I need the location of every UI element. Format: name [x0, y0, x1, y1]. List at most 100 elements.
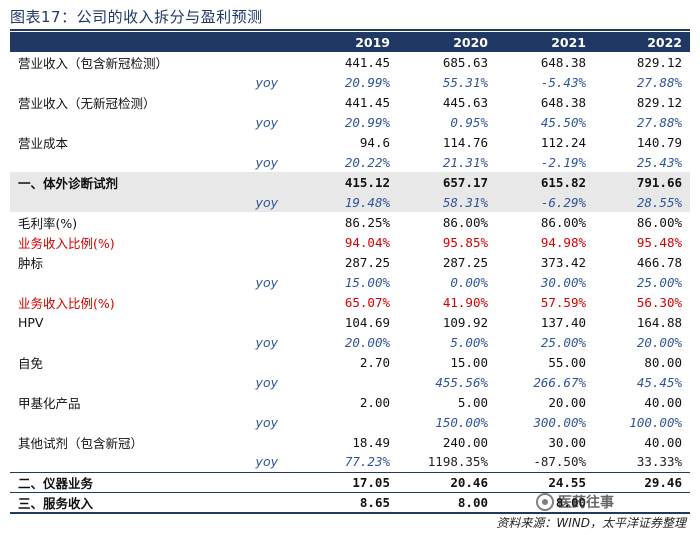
yoy-tag: yoy — [255, 114, 278, 130]
spacer-cell — [160, 52, 300, 72]
spacer-cell — [160, 352, 300, 372]
row-label — [10, 72, 160, 92]
table-header-row: 2019 2020 2021 2022 — [10, 32, 690, 52]
value-cell: 140.79 — [636, 134, 682, 150]
yoy-row: yoy 20.99% 0.95% 45.50% 27.88% — [10, 112, 690, 132]
yoy-row: yoy 77.23% 1198.35% -87.50% 33.33% — [10, 452, 690, 472]
watermark: 医药往事 — [536, 491, 676, 513]
value-cell: 112.24 — [540, 134, 586, 150]
spacer-cell — [160, 492, 300, 513]
spacer-cell — [160, 312, 300, 332]
table-body: 营业收入（包含新冠检测） 441.45 685.63 648.38 829.12 yoy 2… — [10, 52, 690, 513]
value-cell: 20.00 — [548, 394, 586, 410]
value-cell: 100.00% — [629, 414, 682, 430]
value-cell: 94.6 — [359, 134, 390, 150]
value-cell: 25.00% — [636, 274, 682, 290]
value-cell: 45.50% — [540, 114, 586, 130]
row-label — [10, 152, 160, 172]
value-cell: -87.50% — [533, 454, 586, 470]
row-label: 营业成本 — [18, 135, 69, 151]
value-cell: 25.00% — [540, 334, 586, 350]
yoy-tag: yoy — [255, 334, 278, 350]
title-divider — [10, 29, 690, 31]
spacer-cell — [160, 212, 300, 232]
source-note: 资料来源：WIND，太平洋证券整理 — [496, 516, 686, 530]
value-cell: 30.00% — [540, 274, 586, 290]
value-cell — [300, 372, 398, 392]
table-row: 二、仪器业务 17.05 20.46 24.55 29.46 — [10, 472, 690, 492]
value-cell: 94.04% — [344, 234, 390, 250]
value-cell: 2.00 — [359, 394, 390, 410]
yoy-row: yoy 15.00% 0.00% 30.00% 25.00% — [10, 272, 690, 292]
value-cell: 20.46 — [450, 474, 488, 490]
row-label — [10, 192, 160, 212]
value-cell: -6.29% — [540, 194, 586, 210]
value-cell: 5.00 — [457, 394, 488, 410]
value-cell: 287.25 — [442, 254, 488, 270]
value-cell: 40.00 — [644, 394, 682, 410]
value-cell: 80.00 — [644, 354, 682, 370]
spacer-cell — [160, 92, 300, 112]
yoy-row: yoy 19.48% 58.31% -6.29% 28.55% — [10, 192, 690, 212]
value-cell: 648.38 — [540, 94, 586, 110]
row-label: 其他试剂（包含新冠） — [18, 435, 144, 451]
yoy-tag: yoy — [255, 414, 278, 430]
value-cell: 5.00% — [450, 334, 488, 350]
value-cell: 20.99% — [344, 114, 390, 130]
value-cell: 109.92 — [442, 314, 488, 330]
value-cell: 287.25 — [344, 254, 390, 270]
yoy-row: yoy 20.99% 55.31% -5.43% 27.88% — [10, 72, 690, 92]
row-label: 肿标 — [18, 255, 44, 271]
row-label: HPV — [18, 314, 44, 330]
row-label: 业务收入比例(%) — [18, 295, 115, 311]
table-row: 营业成本 94.6 114.76 112.24 140.79 — [10, 132, 690, 152]
row-label: 二、仪器业务 — [18, 475, 94, 491]
row-label: 甲基化产品 — [18, 395, 81, 411]
yoy-row: yoy 455.56% 266.67% 45.45% — [10, 372, 690, 392]
table-row: 其他试剂（包含新冠） 18.49 240.00 30.00 40.00 — [10, 432, 690, 452]
value-cell: 373.42 — [540, 254, 586, 270]
value-cell: 648.38 — [540, 54, 586, 70]
value-cell: 24.55 — [548, 474, 586, 490]
value-cell: 41.90% — [442, 294, 488, 310]
value-cell: 829.12 — [636, 94, 682, 110]
value-cell: 30.00 — [548, 434, 586, 450]
value-cell: 27.88% — [636, 74, 682, 90]
header-year: 2020 — [453, 34, 488, 50]
value-cell: 86.00% — [636, 214, 682, 230]
yoy-tag: yoy — [255, 274, 278, 290]
value-cell: 86.00% — [540, 214, 586, 230]
value-cell — [300, 412, 398, 432]
value-cell: 18.49 — [352, 434, 390, 450]
value-cell: 1198.35% — [427, 454, 488, 470]
value-cell: 21.31% — [442, 154, 488, 170]
value-cell: 240.00 — [442, 434, 488, 450]
value-cell: 466.78 — [636, 254, 682, 270]
forecast-table: 2019 2020 2021 2022 营业收入（包含新冠检测） 441.45 68… — [10, 32, 690, 514]
figure-title: 图表17：公司的收入拆分与盈利预测 — [10, 8, 263, 26]
value-cell: 2.70 — [359, 354, 390, 370]
table-row: 毛利率(%) 86.25% 86.00% 86.00% 86.00% — [10, 212, 690, 232]
table-row: HPV 104.69 109.92 137.40 164.88 — [10, 312, 690, 332]
value-cell: 94.98% — [540, 234, 586, 250]
value-cell: 657.17 — [442, 174, 488, 190]
value-cell: 114.76 — [442, 134, 488, 150]
table-row: 营业收入（包含新冠检测） 441.45 685.63 648.38 829.12 — [10, 52, 690, 72]
value-cell: 77.23% — [344, 454, 390, 470]
yoy-row: yoy 20.00% 5.00% 25.00% 20.00% — [10, 332, 690, 352]
spacer-cell — [160, 132, 300, 152]
header-year: 2022 — [647, 34, 682, 50]
table-row: 肿标 287.25 287.25 373.42 466.78 — [10, 252, 690, 272]
header-blank-2 — [160, 32, 300, 52]
row-label: 业务收入比例(%) — [18, 235, 115, 251]
row-label — [10, 272, 160, 292]
value-cell: 300.00% — [533, 414, 586, 430]
row-label — [10, 332, 160, 352]
value-cell: 0.95% — [450, 114, 488, 130]
value-cell: 65.07% — [344, 294, 390, 310]
value-cell: 95.85% — [442, 234, 488, 250]
row-label — [10, 372, 160, 392]
value-cell: 20.99% — [344, 74, 390, 90]
value-cell: 29.46 — [644, 474, 682, 490]
spacer-cell — [160, 392, 300, 412]
